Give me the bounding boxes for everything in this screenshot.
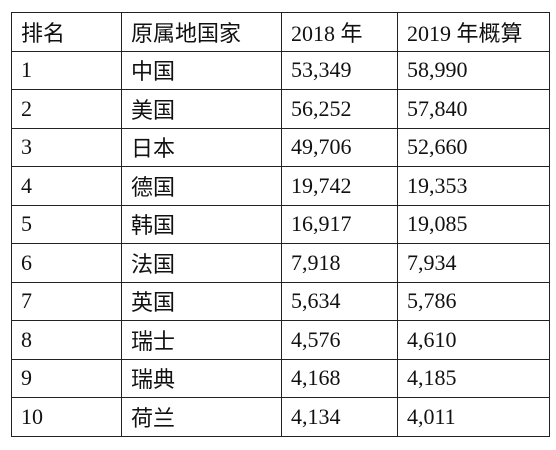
cell: 韩国 (121, 204, 282, 244)
table-row: 10 荷兰 4,134 4,011 (11, 397, 550, 437)
table-row: 9 瑞典 4,168 4,185 (11, 358, 550, 398)
data-table: 排名 原属地国家 2018 年 2019 年概算 1 中国 53,349 58,990 2 美国 5… (11, 12, 550, 437)
cell: 19,742 (281, 166, 398, 206)
cell: 4,168 (281, 358, 398, 398)
header-row: 排名 原属地国家 2018 年 2019 年概算 (11, 12, 550, 52)
cell: 5,634 (281, 281, 398, 321)
cell: 4,011 (397, 397, 550, 437)
cell: 荷兰 (121, 397, 282, 437)
cell: 7,934 (397, 243, 550, 283)
table-row: 8 瑞士 4,576 4,610 (11, 320, 550, 360)
cell: 5,786 (397, 281, 550, 321)
cell: 58,990 (397, 50, 550, 90)
cell: 9 (11, 358, 122, 398)
table-body: 排名 原属地国家 2018 年 2019 年概算 1 中国 53,349 58,990 2 美国 5… (11, 12, 550, 437)
cell: 5 (11, 204, 122, 244)
table-row: 2 美国 56,252 57,840 (11, 89, 550, 129)
cell: 7,918 (281, 243, 398, 283)
cell: 10 (11, 397, 122, 437)
cell: 7 (11, 281, 122, 321)
cell: 4 (11, 166, 122, 206)
table-row: 4 德国 19,742 19,353 (11, 166, 550, 206)
cell: 中国 (121, 50, 282, 90)
cell: 德国 (121, 166, 282, 206)
cell: 3 (11, 127, 122, 167)
table-row: 6 法国 7,918 7,934 (11, 243, 550, 283)
table-row: 5 韩国 16,917 19,085 (11, 204, 550, 244)
cell: 57,840 (397, 89, 550, 129)
table-row: 7 英国 5,634 5,786 (11, 281, 550, 321)
cell: 19,085 (397, 204, 550, 244)
header-cell: 2019 年概算 (397, 12, 550, 52)
cell: 英国 (121, 281, 282, 321)
cell: 2 (11, 89, 122, 129)
cell: 16,917 (281, 204, 398, 244)
cell: 日本 (121, 127, 282, 167)
cell: 52,660 (397, 127, 550, 167)
cell: 19,353 (397, 166, 550, 206)
cell: 49,706 (281, 127, 398, 167)
cell: 8 (11, 320, 122, 360)
cell: 1 (11, 50, 122, 90)
cell: 4,134 (281, 397, 398, 437)
table-row: 3 日本 49,706 52,660 (11, 127, 550, 167)
header-cell: 原属地国家 (121, 12, 282, 52)
cell: 美国 (121, 89, 282, 129)
cell: 4,185 (397, 358, 550, 398)
cell: 瑞典 (121, 358, 282, 398)
cell: 4,610 (397, 320, 550, 360)
header-cell: 排名 (11, 12, 122, 52)
cell: 6 (11, 243, 122, 283)
cell: 法国 (121, 243, 282, 283)
cell: 瑞士 (121, 320, 282, 360)
cell: 56,252 (281, 89, 398, 129)
cell: 4,576 (281, 320, 398, 360)
cell: 53,349 (281, 50, 398, 90)
header-cell: 2018 年 (281, 12, 398, 52)
table-row: 1 中国 53,349 58,990 (11, 50, 550, 90)
